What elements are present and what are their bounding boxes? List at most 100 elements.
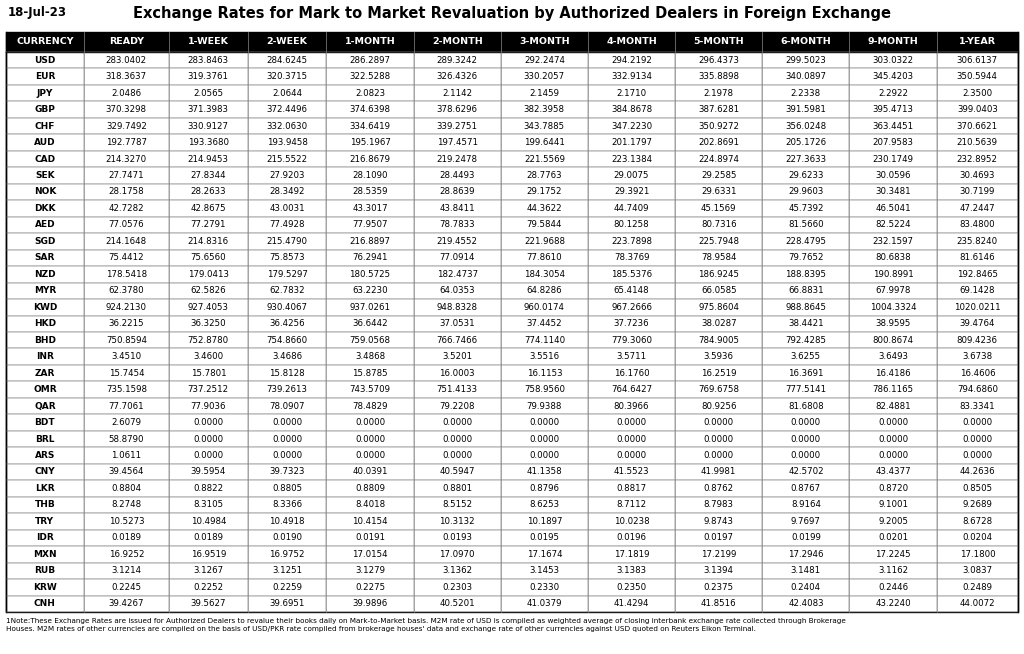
Text: 0.0000: 0.0000: [791, 451, 821, 460]
Bar: [6, 365, 84, 381]
Text: 1.0611: 1.0611: [112, 451, 141, 460]
Text: 370.6621: 370.6621: [956, 122, 998, 131]
Text: 930.4067: 930.4067: [266, 303, 307, 312]
Bar: [937, 315, 1018, 332]
Bar: [588, 513, 675, 530]
Bar: [762, 167, 850, 184]
Bar: [850, 365, 937, 381]
Text: 40.0391: 40.0391: [352, 468, 388, 477]
Text: MYR: MYR: [34, 286, 56, 296]
Text: 0.0201: 0.0201: [878, 534, 908, 542]
Bar: [675, 200, 762, 216]
Text: 4-MONTH: 4-MONTH: [606, 37, 657, 46]
Text: 28.1090: 28.1090: [352, 171, 388, 180]
Text: 751.4133: 751.4133: [436, 385, 478, 394]
Text: 64.8286: 64.8286: [526, 286, 562, 296]
Bar: [169, 101, 248, 118]
Bar: [327, 216, 414, 233]
Text: 80.7316: 80.7316: [700, 220, 736, 230]
Text: 27.7471: 27.7471: [109, 171, 144, 180]
Bar: [327, 101, 414, 118]
Bar: [762, 513, 850, 530]
Bar: [84, 250, 169, 266]
Bar: [675, 596, 762, 612]
Bar: [850, 349, 937, 365]
Text: 16.9252: 16.9252: [109, 550, 144, 559]
Bar: [588, 283, 675, 299]
Text: 77.8610: 77.8610: [526, 253, 562, 262]
Text: 395.4713: 395.4713: [872, 105, 913, 114]
Text: GBP: GBP: [35, 105, 55, 114]
Text: 43.0031: 43.0031: [269, 204, 305, 213]
Text: 17.2245: 17.2245: [876, 550, 911, 559]
Text: Houses. M2M rates of other currencies are compiled on the basis of USD/PKR rate : Houses. M2M rates of other currencies ar…: [6, 626, 756, 632]
Text: 228.4795: 228.4795: [785, 237, 826, 246]
Bar: [937, 464, 1018, 480]
Text: 29.3921: 29.3921: [613, 188, 649, 196]
Bar: [588, 200, 675, 216]
Bar: [675, 184, 762, 200]
Text: 223.7898: 223.7898: [611, 237, 652, 246]
Bar: [675, 167, 762, 184]
Text: 76.2941: 76.2941: [352, 253, 388, 262]
Text: 786.1165: 786.1165: [872, 385, 913, 394]
Bar: [675, 365, 762, 381]
Bar: [327, 562, 414, 579]
Bar: [6, 398, 84, 415]
Text: 82.4881: 82.4881: [876, 402, 911, 411]
Bar: [675, 496, 762, 513]
Text: 37.0531: 37.0531: [439, 319, 475, 328]
Text: 78.7833: 78.7833: [439, 220, 475, 230]
Text: 0.0000: 0.0000: [791, 418, 821, 427]
Bar: [588, 250, 675, 266]
Bar: [588, 32, 675, 52]
Text: 800.8674: 800.8674: [872, 336, 913, 345]
Text: 988.8645: 988.8645: [785, 303, 826, 312]
Bar: [248, 365, 327, 381]
Text: 37.4452: 37.4452: [526, 319, 562, 328]
Bar: [937, 480, 1018, 496]
Bar: [501, 579, 588, 596]
Bar: [937, 200, 1018, 216]
Text: 17.1800: 17.1800: [959, 550, 995, 559]
Text: 79.9388: 79.9388: [526, 402, 562, 411]
Bar: [675, 447, 762, 464]
Bar: [414, 332, 501, 349]
Bar: [6, 431, 84, 447]
Text: 2.6079: 2.6079: [112, 418, 141, 427]
Bar: [501, 513, 588, 530]
Text: 3.1394: 3.1394: [703, 566, 734, 576]
Bar: [588, 480, 675, 496]
Text: 81.6808: 81.6808: [788, 402, 823, 411]
Text: 0.2404: 0.2404: [791, 583, 821, 592]
Bar: [414, 365, 501, 381]
Text: 36.2215: 36.2215: [109, 319, 144, 328]
Text: 62.3780: 62.3780: [109, 286, 144, 296]
Bar: [501, 32, 588, 52]
Bar: [762, 464, 850, 480]
Bar: [501, 349, 588, 365]
Bar: [248, 200, 327, 216]
Text: 350.9272: 350.9272: [698, 122, 739, 131]
Bar: [588, 546, 675, 562]
Bar: [850, 381, 937, 398]
Text: 363.4451: 363.4451: [872, 122, 913, 131]
Bar: [327, 415, 414, 431]
Bar: [501, 496, 588, 513]
Bar: [414, 464, 501, 480]
Text: 343.7885: 343.7885: [524, 122, 565, 131]
Bar: [675, 530, 762, 546]
Text: 737.2512: 737.2512: [187, 385, 229, 394]
Text: 378.6296: 378.6296: [436, 105, 478, 114]
Bar: [84, 480, 169, 496]
Bar: [850, 596, 937, 612]
Text: 45.1569: 45.1569: [701, 204, 736, 213]
Text: 10.0238: 10.0238: [613, 517, 649, 526]
Text: 329.7492: 329.7492: [105, 122, 146, 131]
Text: THB: THB: [35, 500, 55, 509]
Text: 3.5201: 3.5201: [442, 353, 472, 361]
Bar: [6, 513, 84, 530]
Text: 36.6442: 36.6442: [352, 319, 388, 328]
Text: 39.6951: 39.6951: [269, 599, 305, 608]
Text: 2.0644: 2.0644: [272, 89, 302, 97]
